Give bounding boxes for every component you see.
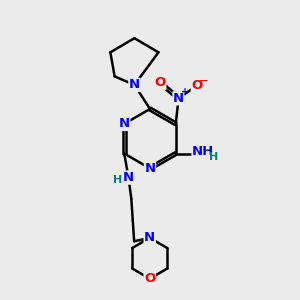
Text: H: H <box>113 176 122 185</box>
Text: N: N <box>119 117 130 130</box>
Text: H: H <box>209 152 219 162</box>
Text: O: O <box>144 272 155 285</box>
Text: N: N <box>144 162 156 175</box>
Text: N: N <box>173 92 184 105</box>
Text: −: − <box>199 76 208 86</box>
Text: O: O <box>191 79 203 92</box>
Text: O: O <box>154 76 166 89</box>
Text: N: N <box>144 231 155 244</box>
Text: N: N <box>129 78 140 92</box>
Text: N: N <box>123 171 134 184</box>
Text: NH: NH <box>192 145 214 158</box>
Text: +: + <box>181 87 189 97</box>
